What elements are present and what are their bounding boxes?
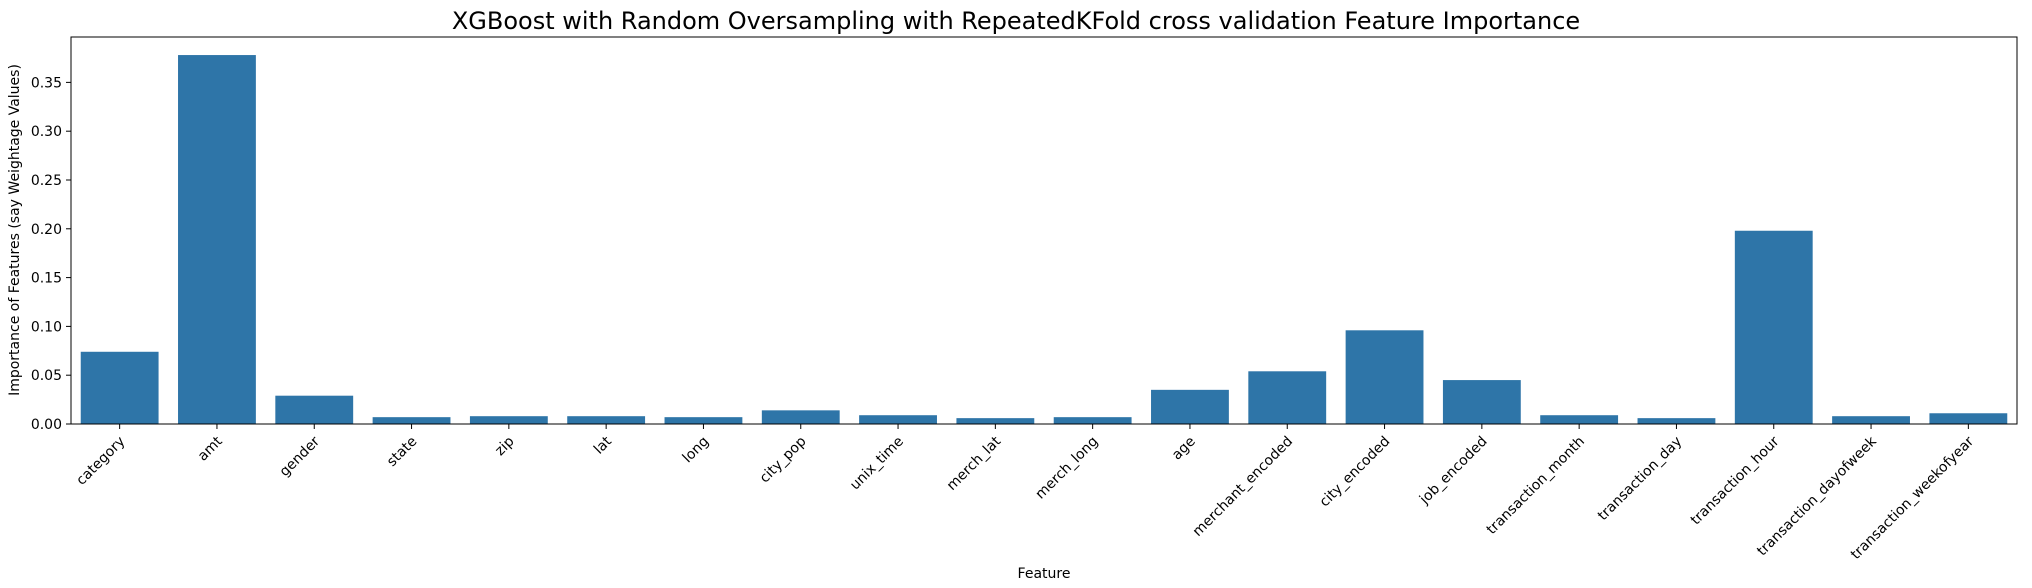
y-axis-label: Importance of Features (say Weightage Va… [7,64,23,396]
x-axis: category amt gender state zip lat long city_pop… [73,424,1977,563]
x-tick-label: lat [591,433,615,457]
x-tick-label: state [384,434,420,470]
bar-lat [567,416,646,424]
bar-city_pop [761,410,840,424]
bar-unix_time [859,415,937,424]
y-tick-label: 0.05 [31,368,62,384]
x-tick-label: city_encoded [1317,434,1394,511]
x-tick-label: transaction_day [1595,434,1685,524]
bar-merch_long [1053,417,1132,424]
chart-title: XGBoost with Random Oversampling with Re… [452,7,1580,35]
y-axis: 0.00 0.05 0.10 0.15 0.20 0.25 0.30 0.35 [31,75,71,433]
bar-job_encoded [1442,380,1521,424]
x-tick-label: zip [492,433,518,459]
y-tick-label: 0.10 [31,319,62,335]
x-tick-label: age [1169,434,1199,464]
y-tick-label: 0.30 [31,124,62,140]
y-tick-label: 0.35 [31,75,62,91]
bar-state [372,417,451,424]
x-tick-label: merchant_encoded [1190,434,1296,540]
x-axis-label: Feature [1018,566,1071,582]
x-tick-label: category [73,434,128,489]
x-tick-label: amt [195,433,226,464]
y-tick-label: 0.25 [31,173,62,189]
bar-age [1151,389,1229,424]
bar-merchant_encoded [1248,371,1327,424]
bar-zip [469,416,548,424]
bar-transaction_month [1540,415,1619,424]
bar-transaction_day [1637,418,1716,424]
x-tick-label: merch_lat [944,433,1005,494]
bar-category [80,351,159,424]
x-tick-label: transaction_month [1484,434,1588,538]
y-tick-label: 0.15 [31,271,62,287]
x-tick-label: job_encoded [1416,434,1491,509]
bar-long [664,417,743,424]
y-tick-label: 0.20 [31,222,62,238]
x-tick-label: merch_long [1033,434,1102,503]
bar-transaction_weekofyear [1929,413,2008,424]
y-tick-label: 0.00 [31,417,62,433]
bar-city_encoded [1345,330,1424,424]
x-tick-label: city_pop [757,433,810,486]
x-tick-label: long [680,434,713,467]
x-tick-label: unix_time [847,434,907,494]
bar-merch_lat [956,418,1035,424]
bar-transaction_dayofweek [1832,416,1910,424]
bar-amt [178,55,256,424]
x-tick-label: gender [277,433,324,480]
plot-frame [70,36,2018,425]
bars-group [80,55,2008,424]
bar-transaction_hour [1734,230,1813,424]
x-tick-label: transaction_hour [1688,433,1783,528]
bar-gender [275,395,354,424]
